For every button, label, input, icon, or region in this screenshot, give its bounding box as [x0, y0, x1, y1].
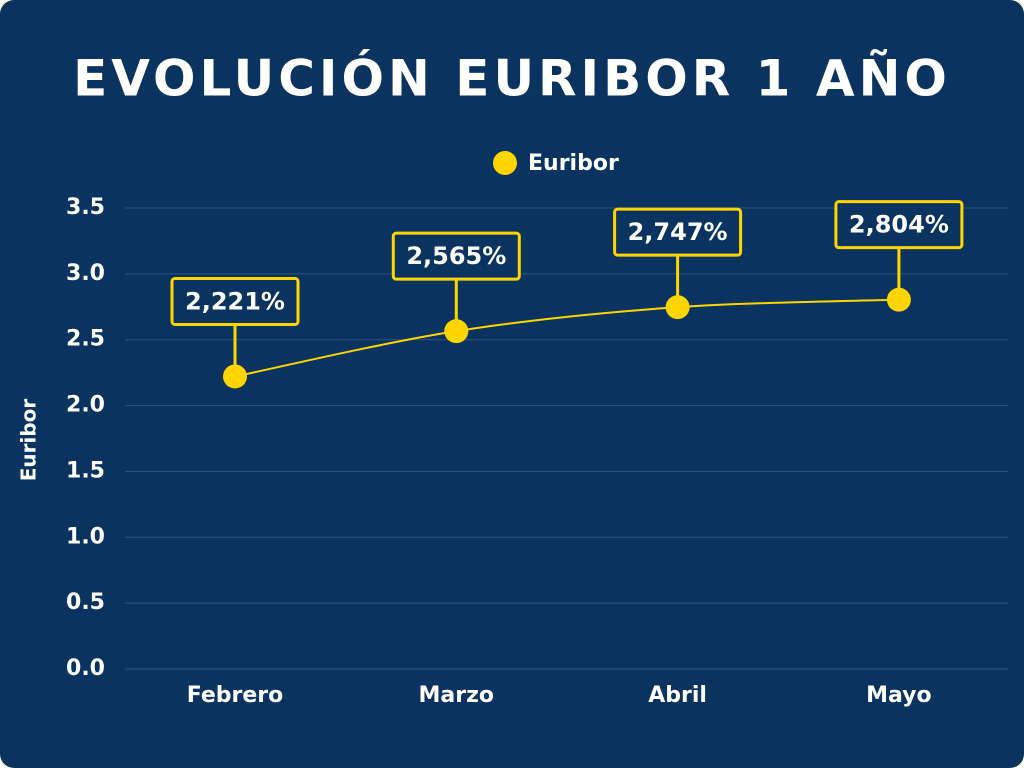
y-tick-label: 2.0: [66, 393, 105, 418]
series-line: [234, 298, 899, 378]
value-label: 2,747%: [628, 218, 728, 246]
x-tick-label: Mayo: [866, 683, 932, 708]
data-point: [886, 287, 911, 312]
x-tick-label: Marzo: [419, 683, 495, 708]
value-label: 2,804%: [849, 211, 949, 239]
legend-marker: [493, 151, 517, 175]
y-tick-label: 1.0: [66, 524, 105, 549]
x-tick-label: Abril: [648, 683, 707, 708]
y-axis-label: Euribor: [17, 399, 41, 482]
callout-box: [391, 231, 521, 281]
y-tick-label: 2.5: [66, 327, 105, 352]
value-label: 2,221%: [185, 287, 285, 315]
y-tick-label: 1.5: [66, 458, 105, 483]
data-point: [665, 295, 690, 320]
callout-box: [834, 200, 964, 250]
y-tick-label: 0.0: [66, 656, 105, 681]
y-tick-label: 0.5: [66, 590, 105, 615]
data-point: [444, 319, 469, 344]
callout-box: [613, 207, 743, 257]
chart-title: EVOLUCIÓN EURIBOR 1 AÑO: [73, 49, 951, 108]
y-tick-label: 3.5: [66, 195, 105, 220]
legend-label: Euribor: [528, 151, 619, 176]
y-tick-label: 3.0: [66, 261, 105, 286]
value-label: 2,565%: [406, 242, 506, 270]
x-tick-label: Febrero: [187, 683, 284, 708]
data-point: [223, 364, 247, 389]
callout-box: [170, 276, 300, 326]
